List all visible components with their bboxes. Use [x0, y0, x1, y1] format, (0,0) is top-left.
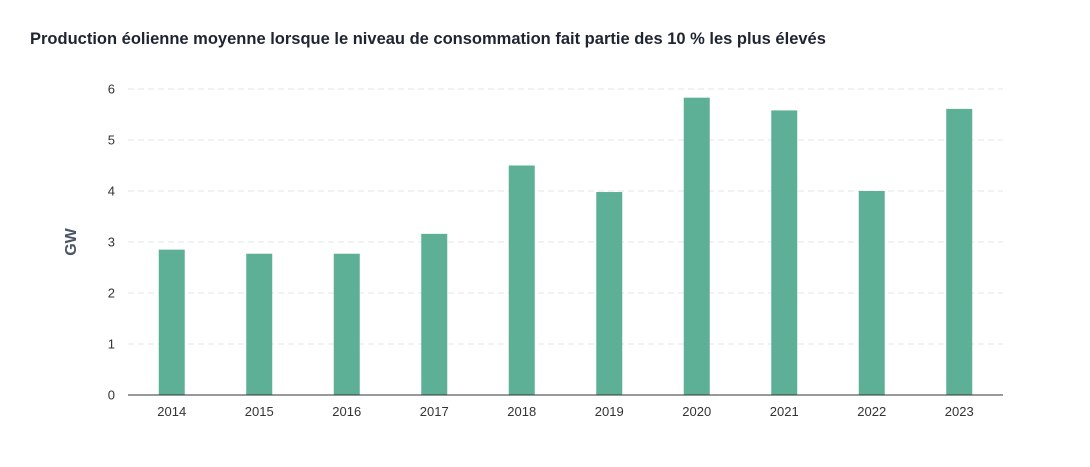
x-tick-label: 2017: [420, 404, 449, 419]
x-tick-label: 2023: [945, 404, 974, 419]
x-tick-label: 2014: [157, 404, 186, 419]
y-tick-label: 6: [108, 82, 115, 97]
x-tick-label: 2018: [507, 404, 536, 419]
bar: [508, 165, 535, 395]
bar: [246, 253, 273, 395]
bar: [596, 192, 623, 395]
y-tick-label: 4: [108, 184, 115, 199]
bar: [158, 249, 185, 395]
x-tick-label: 2015: [245, 404, 274, 419]
bar: [858, 191, 885, 395]
bar: [421, 233, 448, 395]
y-axis-label: GW: [63, 227, 80, 255]
chart-title: Production éolienne moyenne lorsque le n…: [30, 30, 826, 48]
bar: [333, 253, 360, 395]
y-tick-label: 1: [108, 337, 115, 352]
bar: [771, 110, 798, 396]
y-tick-label: 3: [108, 235, 115, 250]
y-tick-label: 2: [108, 286, 115, 301]
bar: [683, 97, 710, 396]
x-tick-label: 2020: [682, 404, 711, 419]
y-tick-label: 0: [108, 388, 115, 403]
x-tick-label: 2019: [595, 404, 624, 419]
x-tick-label: 2022: [857, 404, 886, 419]
x-tick-label: 2021: [770, 404, 799, 419]
bar: [946, 108, 973, 395]
y-tick-label: 5: [108, 133, 115, 148]
x-tick-label: 2016: [332, 404, 361, 419]
